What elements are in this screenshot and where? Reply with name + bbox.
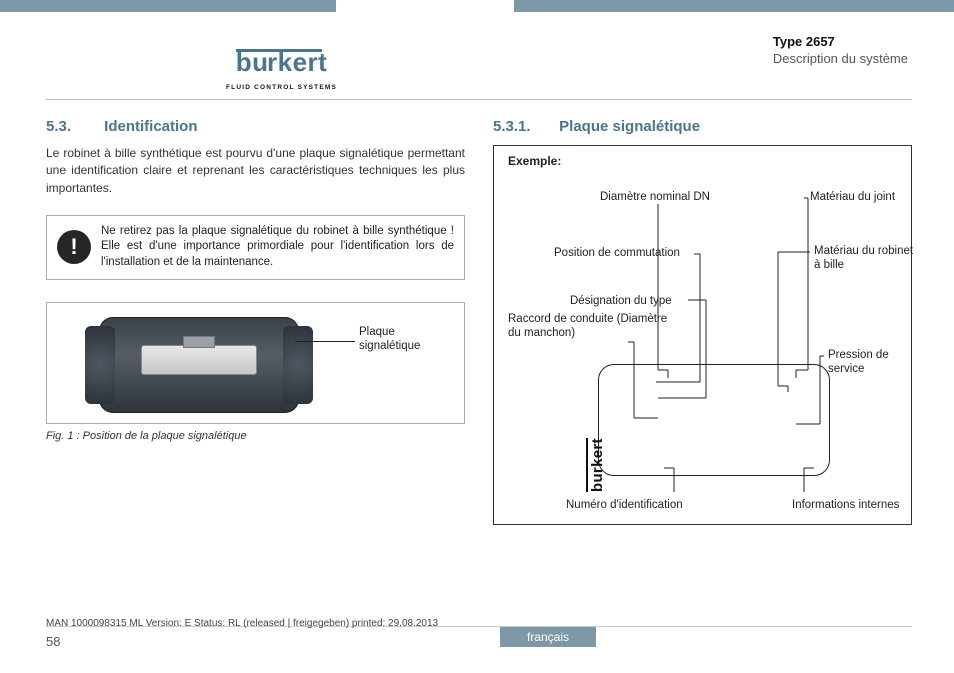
- left-column: 5.3. Identification Le robinet à bille s…: [46, 118, 465, 525]
- logo-subtitle: FLUID CONTROL SYSTEMS: [226, 84, 337, 91]
- label-connector: Raccord de conduite (Diamètre du manchon…: [508, 312, 668, 341]
- doc-meta: Type 2657 Description du système: [773, 34, 908, 66]
- footer-docline: MAN 1000098315 ML Version: E Status: RL …: [46, 618, 438, 629]
- header-bar-left: [0, 0, 336, 12]
- valve-plate: [141, 345, 257, 375]
- page: burkert FLUID CONTROL SYSTEMS Type 2657 …: [0, 0, 954, 673]
- doc-desc: Description du système: [773, 51, 908, 66]
- pointer-line: [295, 341, 355, 342]
- header: burkert FLUID CONTROL SYSTEMS Type 2657 …: [46, 0, 912, 91]
- section-number: 5.3.1.: [493, 118, 555, 135]
- logo-text: burkert: [236, 34, 328, 81]
- header-bar-right: [514, 0, 954, 12]
- diagram: burkert Diamètre nominal DN Matériau du …: [508, 172, 897, 512]
- section-heading-left: 5.3. Identification: [46, 118, 465, 135]
- type-plate: [598, 364, 830, 476]
- intro-paragraph: Le robinet à bille synthétique est pourv…: [46, 145, 465, 197]
- warning-box: ! Ne retirez pas la plaque signalétique …: [46, 215, 465, 280]
- language-badge: français: [500, 627, 596, 647]
- label-dn: Diamètre nominal DN: [600, 190, 710, 204]
- label-pressure: Pression de service: [828, 348, 918, 377]
- valve-illustration: [99, 317, 299, 413]
- figure-box: Plaque signalétique: [46, 302, 465, 424]
- doc-type: Type 2657: [773, 34, 908, 49]
- figure-caption: Fig. 1 : Position de la plaque signaléti…: [46, 430, 465, 442]
- section-heading-right: 5.3.1. Plaque signalétique: [493, 118, 912, 135]
- label-position: Position de commutation: [554, 246, 680, 260]
- label-material: Matériau du robinet à bille: [814, 244, 914, 273]
- label-internal: Informations internes: [792, 498, 899, 512]
- example-box: Exemple: burkert Diamètre nominal DN Mat…: [493, 145, 912, 525]
- right-column: 5.3.1. Plaque signalétique Exemple: burk…: [493, 118, 912, 525]
- warning-text: Ne retirez pas la plaque signalétique du…: [101, 224, 454, 271]
- brand-logo: burkert FLUID CONTROL SYSTEMS: [226, 34, 337, 91]
- plate-logo: burkert: [586, 438, 606, 492]
- warning-icon: !: [57, 230, 91, 264]
- label-type: Désignation du type: [570, 294, 672, 308]
- section-number: 5.3.: [46, 118, 100, 135]
- label-id: Numéro d'identification: [566, 498, 683, 512]
- page-number: 58: [46, 634, 60, 649]
- label-joint: Matériau du joint: [810, 190, 895, 204]
- example-title: Exemple:: [508, 154, 897, 168]
- content-columns: 5.3. Identification Le robinet à bille s…: [46, 118, 912, 525]
- section-title: Identification: [104, 118, 197, 135]
- pointer-label: Plaque signalétique: [359, 325, 429, 354]
- section-title: Plaque signalétique: [559, 118, 700, 135]
- header-rule: [46, 99, 912, 100]
